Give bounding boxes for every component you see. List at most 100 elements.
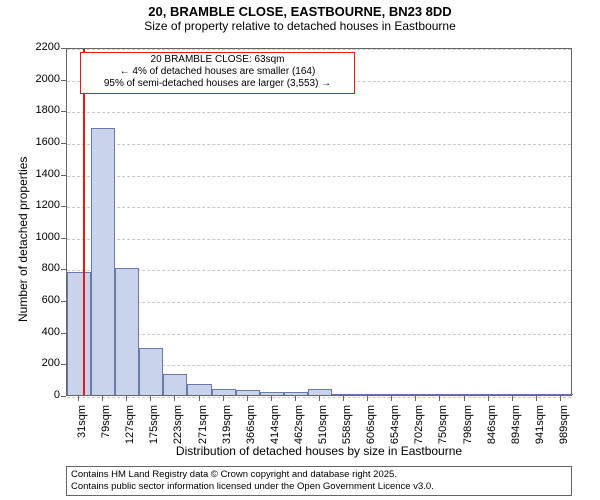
y-tick-mark: [61, 238, 66, 239]
y-tick-label: 400: [24, 326, 60, 338]
y-tick-mark: [61, 143, 66, 144]
gridline: [67, 176, 571, 177]
y-tick-mark: [61, 333, 66, 334]
x-tick-label: 894sqm: [510, 405, 522, 465]
x-tick-label: 319sqm: [221, 405, 233, 465]
bar: [477, 394, 501, 395]
x-tick-label: 175sqm: [148, 405, 160, 465]
y-tick-mark: [61, 269, 66, 270]
x-tick-label: 654sqm: [389, 405, 401, 465]
y-tick-mark: [61, 396, 66, 397]
x-tick-mark: [150, 396, 151, 401]
x-tick-mark: [439, 396, 440, 401]
x-tick-mark: [295, 396, 296, 401]
x-tick-mark: [102, 396, 103, 401]
x-tick-mark: [488, 396, 489, 401]
bar: [501, 394, 525, 395]
gridline: [67, 112, 571, 113]
gridline: [67, 270, 571, 271]
bar: [187, 384, 211, 395]
bar: [236, 390, 260, 395]
annotation-text: 95% of semi-detached houses are larger (…: [84, 78, 351, 90]
y-tick-label: 2200: [24, 41, 60, 53]
y-tick-label: 0: [24, 389, 60, 401]
x-tick-label: 79sqm: [100, 405, 112, 465]
y-tick-label: 2000: [24, 73, 60, 85]
bar: [284, 392, 308, 395]
x-tick-label: 462sqm: [293, 405, 305, 465]
y-tick-label: 1200: [24, 199, 60, 211]
x-tick-mark: [126, 396, 127, 401]
x-tick-label: 271sqm: [197, 405, 209, 465]
y-tick-mark: [61, 206, 66, 207]
x-tick-mark: [199, 396, 200, 401]
x-tick-mark: [415, 396, 416, 401]
title-block: 20, BRAMBLE CLOSE, EASTBOURNE, BN23 8DD …: [0, 4, 600, 33]
gridline: [67, 49, 571, 50]
x-tick-mark: [512, 396, 513, 401]
x-tick-mark: [367, 396, 368, 401]
x-tick-label: 798sqm: [462, 405, 474, 465]
chart-title: 20, BRAMBLE CLOSE, EASTBOURNE, BN23 8DD: [0, 4, 600, 19]
y-tick-label: 1600: [24, 136, 60, 148]
y-tick-label: 1800: [24, 104, 60, 116]
gridline: [67, 144, 571, 145]
reference-line: [83, 49, 85, 395]
bar: [212, 389, 236, 395]
chart-container: 20, BRAMBLE CLOSE, EASTBOURNE, BN23 8DD …: [0, 0, 600, 500]
bar: [404, 394, 428, 395]
bar: [380, 394, 404, 395]
annotation-text: ← 4% of detached houses are smaller (164…: [84, 66, 351, 78]
bar: [260, 392, 284, 395]
x-tick-label: 558sqm: [341, 405, 353, 465]
bar: [356, 394, 380, 395]
y-tick-mark: [61, 175, 66, 176]
annotation-text: 20 BRAMBLE CLOSE: 63sqm: [84, 54, 351, 66]
y-tick-mark: [61, 48, 66, 49]
x-tick-label: 989sqm: [558, 405, 570, 465]
y-tick-label: 1000: [24, 231, 60, 243]
x-tick-label: 846sqm: [486, 405, 498, 465]
x-tick-label: 127sqm: [124, 405, 136, 465]
bar: [115, 268, 139, 395]
x-tick-label: 606sqm: [365, 405, 377, 465]
x-tick-mark: [560, 396, 561, 401]
x-tick-mark: [536, 396, 537, 401]
y-tick-mark: [61, 80, 66, 81]
y-tick-label: 200: [24, 357, 60, 369]
bar: [67, 272, 91, 395]
x-tick-mark: [464, 396, 465, 401]
x-tick-mark: [247, 396, 248, 401]
chart-subtitle: Size of property relative to detached ho…: [0, 19, 600, 33]
bar: [525, 394, 549, 395]
bar: [308, 389, 332, 395]
y-tick-mark: [61, 301, 66, 302]
x-tick-label: 31sqm: [76, 405, 88, 465]
y-tick-label: 600: [24, 294, 60, 306]
y-tick-mark: [61, 364, 66, 365]
attribution-footer: Contains HM Land Registry data © Crown c…: [66, 466, 572, 496]
bar: [332, 394, 356, 395]
x-tick-label: 941sqm: [534, 405, 546, 465]
y-tick-label: 1400: [24, 168, 60, 180]
x-tick-label: 414sqm: [269, 405, 281, 465]
x-tick-mark: [271, 396, 272, 401]
y-tick-mark: [61, 111, 66, 112]
x-tick-label: 750sqm: [437, 405, 449, 465]
x-tick-mark: [319, 396, 320, 401]
x-tick-mark: [223, 396, 224, 401]
footer-line: Contains HM Land Registry data © Crown c…: [71, 469, 567, 481]
x-tick-label: 702sqm: [413, 405, 425, 465]
gridline: [67, 302, 571, 303]
bar: [453, 394, 477, 395]
gridline: [67, 334, 571, 335]
bar: [139, 348, 163, 395]
x-tick-label: 366sqm: [245, 405, 257, 465]
bar: [163, 374, 187, 395]
x-tick-mark: [343, 396, 344, 401]
plot-area: [66, 48, 572, 396]
x-tick-mark: [78, 396, 79, 401]
bar: [91, 128, 115, 395]
x-tick-label: 223sqm: [172, 405, 184, 465]
x-tick-label: 510sqm: [317, 405, 329, 465]
